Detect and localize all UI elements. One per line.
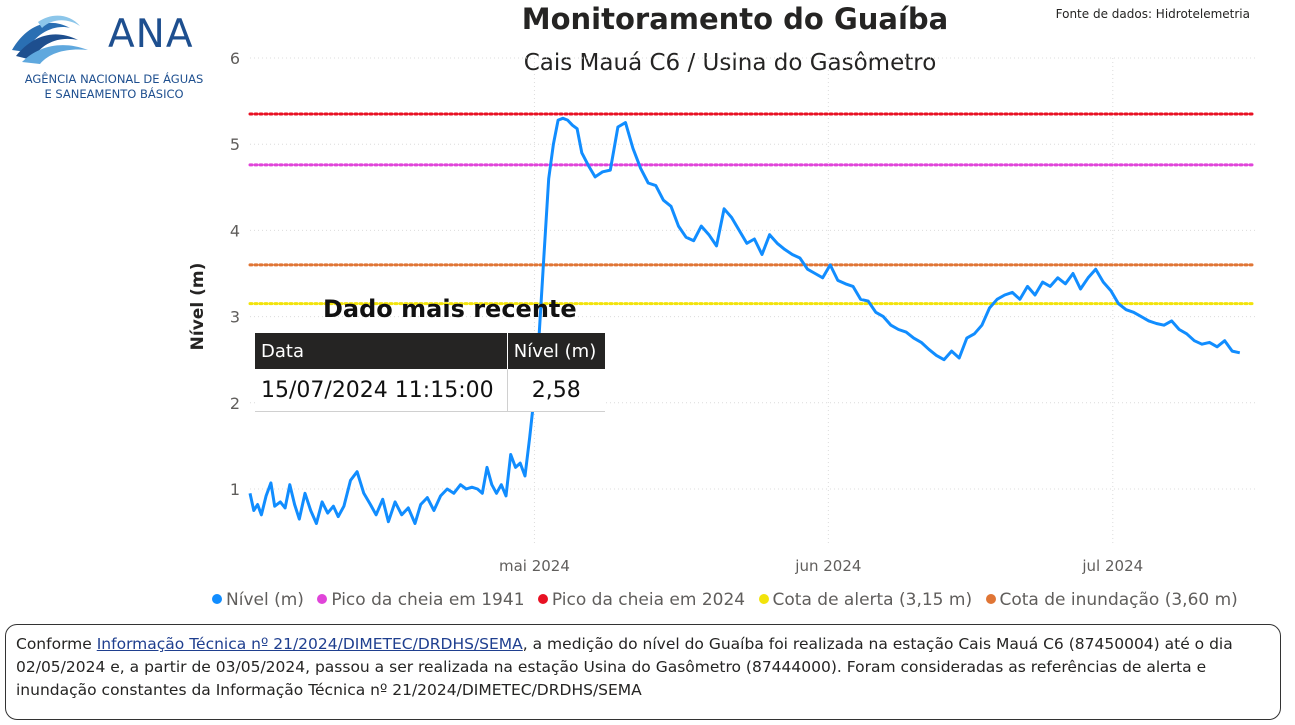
legend-dot-icon	[985, 594, 996, 604]
y-tick-label: 5	[230, 135, 240, 154]
table-row: 15/07/2024 11:15:00 2,58	[255, 369, 605, 412]
recent-level-cell: 2,58	[506, 369, 605, 412]
y-tick-label: 1	[230, 480, 240, 499]
chart-subtitle: Cais Mauá C6 / Usina do Gasômetro	[523, 50, 937, 76]
legend-item-pico-1941[interactable]: Pico da cheia em 1941	[317, 590, 525, 610]
info-note: Conforme Informação Técnica nº 21/2024/D…	[5, 624, 1281, 720]
legend-dot-icon	[537, 594, 548, 604]
ana-wave-icon	[12, 15, 88, 64]
logo-line-2: E SANEAMENTO BÁSICO	[44, 87, 184, 101]
col-level-header[interactable]: Nível (m)	[506, 333, 605, 369]
chart-title: Monitoramento do Guaíba	[521, 2, 949, 36]
y-tick-label: 2	[230, 394, 240, 413]
y-tick-label: 6	[230, 49, 240, 68]
ana-logo: ANA AGÊNCIA NACIONAL DE ÁGUAS E SANEAMEN…	[8, 6, 223, 106]
recent-data-table: Data Nível (m) 15/07/2024 11:15:00 2,58	[255, 333, 605, 412]
info-tecnica-link[interactable]: Informação Técnica nº 21/2024/DIMETEC/DR…	[96, 635, 523, 653]
y-axis-label: Nível (m)	[188, 263, 208, 351]
data-source-label: Fonte de dados: Hidrotelemetria	[1055, 7, 1250, 21]
legend-dot-icon	[758, 594, 769, 604]
series-line-nivel	[248, 116, 1241, 525]
logo-line-1: AGÊNCIA NACIONAL DE ÁGUAS	[24, 72, 204, 86]
legend-dot-icon	[317, 594, 328, 604]
x-tick-label: jun 2024	[794, 557, 861, 575]
recent-data-title: Dado mais recente	[323, 295, 577, 323]
chart-legend: Nível (m) Pico da cheia em 1941 Pico da …	[212, 590, 1246, 610]
legend-item-cota-alerta[interactable]: Cota de alerta (3,15 m)	[758, 590, 972, 610]
legend-item-nivel[interactable]: Nível (m)	[212, 590, 304, 610]
x-tick-label: mai 2024	[499, 557, 570, 575]
y-tick-label: 3	[230, 308, 240, 327]
level-chart: 1 2 3 4 5 6 mai 2024 jun 2024 jul 2024 Nível (m)	[188, 49, 1257, 575]
recent-date-cell: 15/07/2024 11:15:00	[255, 369, 508, 412]
legend-dot-icon	[212, 594, 222, 604]
y-tick-label: 4	[230, 221, 240, 240]
legend-item-cota-inundacao[interactable]: Cota de inundação (3,60 m)	[985, 590, 1238, 610]
col-date-header[interactable]: Data	[255, 333, 508, 369]
legend-item-pico-2024[interactable]: Pico da cheia em 2024	[537, 590, 745, 610]
logo-wordmark: ANA	[108, 12, 194, 57]
x-tick-label: jul 2024	[1081, 557, 1143, 575]
